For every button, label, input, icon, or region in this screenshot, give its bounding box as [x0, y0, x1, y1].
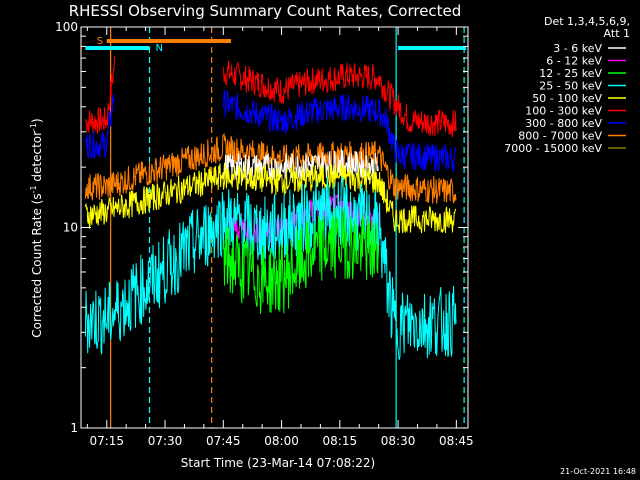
ylabel-sup-2: -1: [29, 123, 38, 131]
x-tick-label: 07:45: [206, 434, 241, 448]
saa-flag-bar: [106, 39, 232, 43]
series-line: [84, 55, 115, 134]
timestamp: 21-Oct-2021 16:48: [560, 467, 636, 476]
chart-title: RHESSI Observing Summary Count Rates, Co…: [69, 2, 462, 20]
x-tick-label: 07:30: [148, 434, 183, 448]
ylabel-part-2: detector: [30, 131, 44, 186]
legend-label: 12 - 25 keV: [539, 67, 602, 80]
saa-flag-label: S: [97, 36, 103, 47]
y-axis-label: Corrected Count Rate (s-1 detector-1): [29, 118, 44, 337]
night-flag-bar: [398, 46, 467, 50]
series-line: [84, 94, 115, 159]
legend-header-2: Att 1: [604, 27, 630, 40]
series-line: [223, 89, 457, 173]
ylabel-part-3: ): [30, 118, 44, 123]
legend-label: 800 - 7000 keV: [518, 130, 602, 143]
series-line: [222, 207, 379, 314]
legend-label: 6 - 12 keV: [546, 55, 602, 68]
series-line: [84, 163, 457, 234]
x-tick-label: 07:15: [89, 434, 124, 448]
ylabel-part-1: Corrected Count Rate (s: [30, 193, 44, 337]
legend-label: 7000 - 15000 keV: [504, 142, 602, 155]
legend-label: 3 - 6 keV: [553, 42, 602, 55]
night-flag-label: N: [155, 43, 162, 54]
x-tick-label: 08:00: [264, 434, 299, 448]
legend-label: 50 - 100 keV: [532, 92, 602, 105]
series-lines: [84, 55, 457, 361]
series-line: [223, 60, 457, 138]
legend-label: 300 - 800 keV: [525, 117, 602, 130]
y-tick-label: 1: [70, 421, 78, 435]
x-axis-label: Start Time (23-Mar-14 07:08:22): [181, 456, 375, 470]
legend-header-1: Det 1,3,4,5,6,9,: [544, 15, 630, 28]
series-line: [84, 132, 457, 204]
x-tick-label: 08:45: [439, 434, 474, 448]
y-tick-label: 10: [63, 221, 78, 235]
series-line: [84, 177, 457, 361]
y-tick-label: 100: [55, 20, 78, 34]
flag-bars: SN: [85, 36, 467, 54]
night-flag-bar: [85, 46, 150, 50]
x-tick-label: 08:30: [381, 434, 416, 448]
ylabel-sup-1: -1: [29, 185, 38, 193]
legend-label: 25 - 50 keV: [539, 80, 602, 93]
x-tick-label: 08:15: [323, 434, 358, 448]
axes: 1 10 100 07:15 07:30 07:45 08:00 08:15 08:30 08:4…: [55, 20, 474, 448]
legend-label: 100 - 300 keV: [525, 105, 602, 118]
